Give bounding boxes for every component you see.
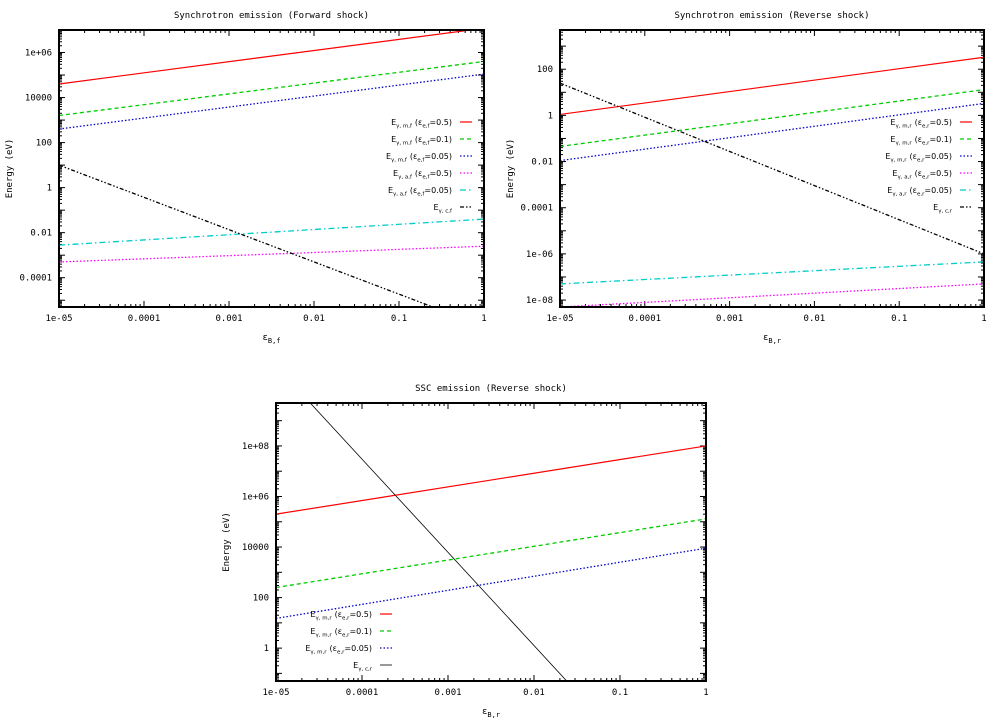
- series-line-2: [560, 102, 984, 162]
- x-axis-label: εB,r: [763, 333, 781, 345]
- legend: Eγ, m,r (εe,r=0.5) Eγ, m,r (εe,r=0.1) Eγ, m,…: [305, 610, 392, 673]
- x-tick-label: 0.001: [434, 688, 461, 698]
- plot-area: [276, 403, 706, 681]
- legend-entry: Eγ, m,r (εe,r=0.5): [310, 610, 372, 622]
- x-tick-label: 0.001: [215, 314, 242, 324]
- x-axis-label: εB,f: [262, 333, 280, 345]
- legend-entry: Eγ, a,f (εe,f=0.5): [393, 169, 452, 181]
- series-line-5: [560, 82, 984, 255]
- y-tick-label: 1e+06: [25, 49, 52, 59]
- x-tick-label: 0.1: [891, 314, 907, 324]
- y-tick-label: 1e-06: [526, 250, 553, 260]
- legend-entry: Eγ, m,r (εe,r=0.05): [305, 644, 372, 656]
- chart-title: Synchrotron emission (Forward shock): [174, 11, 369, 21]
- legend-entry: Eγ, c,r: [933, 203, 953, 215]
- chart-panel-0: Synchrotron emission (Forward shock) 1e-0…: [5, 11, 487, 345]
- series-line-0: [276, 445, 706, 515]
- legend-entry: Eγ, m,r (εe,r=0.1): [310, 627, 372, 639]
- series-line-2: [59, 73, 484, 130]
- x-tick-label: 0.1: [391, 314, 407, 324]
- series-line-5: [59, 164, 434, 307]
- x-tick-label: 1: [981, 314, 986, 324]
- legend-entry: Eγ, a,r (εe,r=0.05): [887, 186, 952, 198]
- legend-entry: Eγ, m,f (εe,f=0.5): [391, 118, 452, 130]
- chart-panel-2: SSC emission (Reverse shock) 1e-05 0.0001 0…: [222, 384, 709, 719]
- y-tick-label: 0.0001: [19, 274, 52, 284]
- legend-entry: Eγ, m,f (εe,f=0.1): [391, 135, 452, 147]
- y-tick-label: 1e+06: [242, 492, 269, 502]
- y-tick-label: 100: [253, 594, 269, 604]
- plot-frame: [559, 29, 985, 308]
- y-tick-label: 0.01: [30, 229, 52, 239]
- y-tick-label: 10000: [242, 543, 269, 553]
- x-tick-label: 0.01: [303, 314, 325, 324]
- legend: Eγ, m,f (εe,f=0.5) Eγ, m,f (εe,f=0.1) Eγ, m,…: [386, 118, 472, 215]
- y-tick-label: 10000: [25, 94, 52, 104]
- y-tick-label: 0.0001: [520, 204, 553, 214]
- plot-frame: [58, 29, 485, 308]
- chart-title: Synchrotron emission (Reverse shock): [674, 11, 869, 21]
- chart-title: SSC emission (Reverse shock): [415, 384, 567, 394]
- x-tick-label: 0.01: [804, 314, 826, 324]
- x-tick-label: 0.0001: [346, 688, 379, 698]
- y-tick-label: 1e+08: [242, 442, 269, 452]
- series-line-1: [276, 518, 706, 589]
- x-tick-label: 0.0001: [128, 314, 161, 324]
- legend-entry: Eγ, c,r: [353, 661, 373, 673]
- x-tick-label: 1: [481, 314, 486, 324]
- series-line-2: [276, 547, 706, 620]
- series-line-3: [560, 283, 984, 307]
- series-line-3: [309, 403, 567, 681]
- x-tick-label: 1e-05: [262, 688, 289, 698]
- chart-panel-1: Synchrotron emission (Reverse shock) 1e-0…: [506, 11, 987, 345]
- legend-entry: Eγ, m,f (εe,f=0.05): [386, 152, 452, 164]
- legend-entry: Eγ, m,r (εe,r=0.5): [890, 118, 952, 130]
- y-axis-label: Energy (eV): [506, 139, 516, 199]
- legend: Eγ, m,r (εe,r=0.5) Eγ, m,r (εe,r=0.1) Eγ, m,…: [885, 118, 972, 215]
- legend-entry: Eγ, a,f (εe,f=0.05): [388, 186, 452, 198]
- x-tick-label: 1e-05: [546, 314, 573, 324]
- x-tick-label: 0.01: [523, 688, 545, 698]
- x-axis-label: εB,r: [482, 707, 500, 719]
- series-line-3: [59, 245, 484, 263]
- legend-entry: Eγ, m,r (εe,r=0.1): [890, 135, 952, 147]
- series-line-4: [560, 261, 984, 285]
- series-line-1: [560, 89, 984, 148]
- y-tick-label: 100: [36, 139, 52, 149]
- y-tick-label: 100: [537, 65, 553, 75]
- y-tick-label: 1: [264, 644, 269, 654]
- y-tick-label: 1: [47, 184, 52, 194]
- legend-entry: Eγ, c,f: [433, 203, 453, 215]
- x-tick-label: 0.1: [612, 688, 628, 698]
- plot-frame: [275, 402, 707, 682]
- plot-area: [560, 56, 984, 307]
- x-tick-label: 1e-05: [45, 314, 72, 324]
- x-tick-label: 1: [703, 688, 708, 698]
- y-tick-label: 1: [548, 111, 553, 121]
- series-line-0: [59, 30, 476, 85]
- series-line-1: [59, 60, 484, 117]
- y-axis-label: Energy (eV): [5, 139, 15, 199]
- x-tick-label: 0.0001: [629, 314, 662, 324]
- series-line-0: [560, 56, 984, 116]
- x-tick-label: 0.001: [716, 314, 743, 324]
- series-line-4: [59, 218, 484, 246]
- y-tick-label: 1e-08: [526, 296, 553, 306]
- plot-area: [59, 30, 484, 307]
- y-axis-label: Energy (eV): [222, 512, 232, 572]
- y-tick-label: 0.01: [531, 158, 553, 168]
- legend-entry: Eγ, a,r (εe,r=0.5): [892, 169, 952, 181]
- legend-entry: Eγ, m,r (εe,r=0.05): [885, 152, 952, 164]
